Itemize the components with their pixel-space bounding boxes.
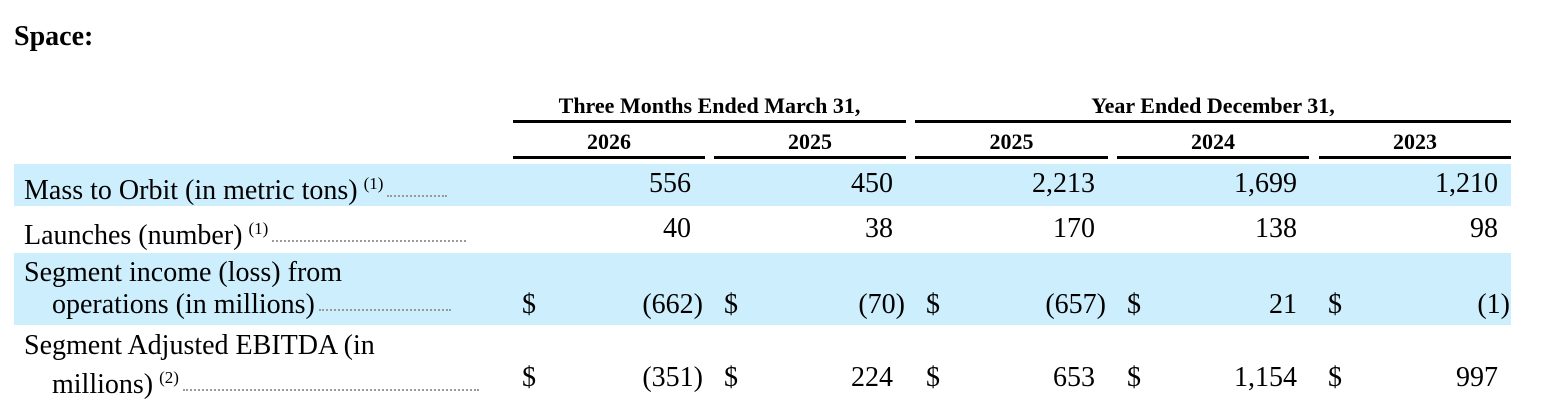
dot-leader	[182, 389, 479, 391]
cell-value: 556	[649, 168, 691, 199]
year-header-2025: 2025	[915, 128, 1108, 159]
table-row-launches: Launches (number) (1) 40 38 170 138 98	[14, 210, 1511, 252]
currency-symbol: $	[926, 362, 940, 393]
dot-leader	[387, 195, 448, 197]
cell-value: (70)	[858, 289, 905, 320]
section-title: Space:	[14, 21, 94, 52]
cell-value: 1,154	[1234, 362, 1297, 393]
cell-value: 40	[663, 213, 691, 244]
footnote-marker: (2)	[159, 368, 179, 387]
currency-symbol: $	[1127, 362, 1141, 393]
cell-value: 1,699	[1234, 168, 1297, 199]
table-row-segment-adjusted-ebitda: Segment Adjusted EBITDA (in millions) (2)…	[14, 328, 1511, 400]
row-label: Launches (number) (1)	[24, 213, 467, 252]
dot-leader	[272, 240, 467, 242]
dot-leader	[318, 309, 451, 311]
column-group-three-months: Three Months Ended March 31,	[513, 91, 906, 123]
row-label: Segment Adjusted EBITDA (in millions) (2)	[24, 330, 479, 401]
year-header-2026-q: 2026	[513, 128, 705, 159]
row-label: Mass to Orbit (in metric tons) (1)	[24, 168, 448, 207]
year-header-2024: 2024	[1117, 128, 1309, 159]
year-header-2023: 2023	[1319, 128, 1511, 159]
cell-value: (657)	[1045, 289, 1106, 320]
footnote-marker: (1)	[248, 219, 269, 238]
currency-symbol: $	[1328, 289, 1342, 320]
currency-symbol: $	[522, 362, 536, 393]
cell-value: 138	[1255, 213, 1297, 244]
currency-symbol: $	[724, 289, 738, 320]
cell-value: (1)	[1477, 289, 1510, 320]
cell-value: 653	[1053, 362, 1095, 393]
cell-value: 2,213	[1032, 168, 1095, 199]
cell-value: 38	[865, 213, 893, 244]
row-label: Segment income (loss) from operations (i…	[24, 257, 451, 321]
cell-value: 450	[851, 168, 893, 199]
cell-value: 997	[1456, 362, 1498, 393]
cell-value: (662)	[642, 289, 703, 320]
column-group-year-ended: Year Ended December 31,	[915, 91, 1511, 123]
cell-value: 170	[1053, 213, 1095, 244]
table-row-segment-income: Segment income (loss) from operations (i…	[14, 253, 1511, 325]
currency-symbol: $	[522, 289, 536, 320]
currency-symbol: $	[724, 362, 738, 393]
year-header-2025-q: 2025	[714, 128, 906, 159]
currency-symbol: $	[926, 289, 940, 320]
footnote-marker: (1)	[363, 174, 384, 193]
cell-value: 1,210	[1435, 168, 1498, 199]
currency-symbol: $	[1127, 289, 1141, 320]
cell-value: 224	[851, 362, 893, 393]
currency-symbol: $	[1328, 362, 1342, 393]
cell-value: 21	[1269, 289, 1297, 320]
table-row-mass-to-orbit: Mass to Orbit (in metric tons) (1) 556 45…	[14, 164, 1511, 206]
cell-value: (351)	[642, 362, 703, 393]
cell-value: 98	[1470, 213, 1498, 244]
